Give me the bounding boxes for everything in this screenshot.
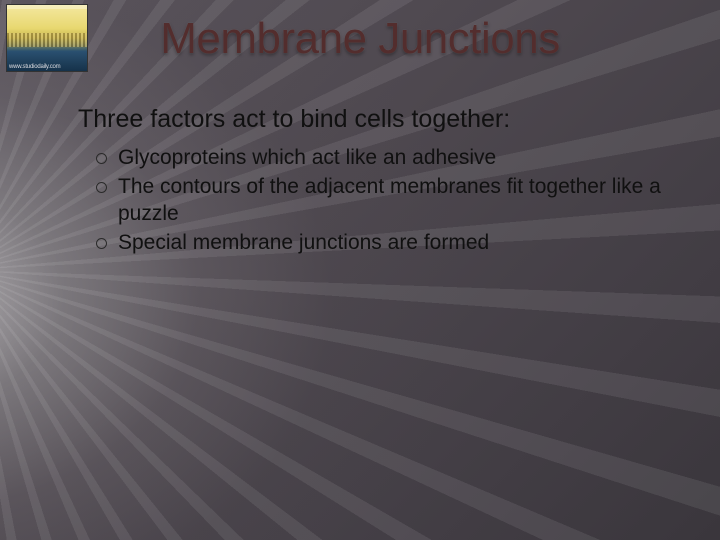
slide-title: Membrane Junctions bbox=[0, 14, 720, 64]
slide-content: Three factors act to bind cells together… bbox=[78, 104, 680, 259]
corner-image-caption: www.studiodaily.com bbox=[9, 64, 60, 70]
list-item: Special membrane junctions are formed bbox=[96, 230, 680, 257]
lead-text: Three factors act to bind cells together… bbox=[78, 104, 680, 135]
list-item: The contours of the adjacent membranes f… bbox=[96, 174, 680, 228]
background-rays bbox=[0, 0, 720, 540]
bullet-list: Glycoproteins which act like an adhesive… bbox=[78, 145, 680, 257]
list-item: Glycoproteins which act like an adhesive bbox=[96, 145, 680, 172]
